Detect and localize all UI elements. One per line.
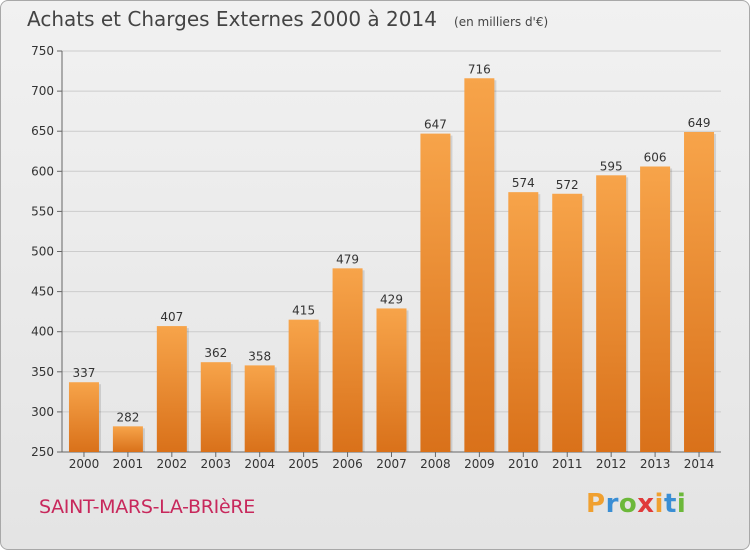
bar (596, 175, 627, 452)
value-label: 595 (600, 159, 623, 173)
x-tick-label: 2014 (684, 457, 715, 471)
x-tick-label: 2007 (376, 457, 407, 471)
logo-letter: i (654, 489, 664, 519)
bar (684, 132, 715, 452)
value-labels: 337 282 407 362 358 415 479 429 647 716 574 572 595 6… (73, 62, 711, 424)
logo-letter: t (663, 489, 677, 519)
proxiti-logo: Proxiti (586, 489, 686, 519)
x-tick-label: 2003 (200, 457, 231, 471)
y-tick-label: 750 (31, 44, 54, 58)
logo-letter: r (605, 489, 619, 519)
y-tick-label: 400 (31, 325, 54, 339)
x-tick-label: 2002 (157, 457, 188, 471)
bar (464, 78, 495, 452)
value-label: 407 (160, 310, 183, 324)
y-tick-label: 250 (31, 445, 54, 459)
value-label: 429 (380, 292, 403, 306)
logo-letter: i (676, 489, 687, 519)
bar (420, 133, 451, 452)
value-label: 415 (292, 304, 315, 318)
y-tick-label: 500 (31, 245, 54, 259)
value-label: 479 (336, 252, 359, 266)
bar (376, 308, 407, 452)
bar (112, 426, 143, 452)
x-tick-label: 2010 (508, 457, 539, 471)
logo-letter: o (618, 489, 638, 519)
value-label: 572 (556, 178, 579, 192)
value-label: 716 (468, 62, 491, 76)
y-tick-label: 300 (31, 405, 54, 419)
value-label: 574 (512, 176, 535, 190)
x-tick-label: 2013 (640, 457, 671, 471)
value-label: 647 (424, 118, 447, 132)
city-name: SAINT-MARS-LA-BRIèRE (39, 496, 255, 518)
x-tick-label: 2001 (113, 457, 144, 471)
x-tick-label: 2000 (69, 457, 100, 471)
x-tick-label: 2005 (288, 457, 319, 471)
value-label: 282 (116, 410, 139, 424)
x-tick-label: 2006 (332, 457, 363, 471)
logo-letter: P (586, 489, 606, 519)
x-tick-label: 2012 (596, 457, 627, 471)
x-tick-label: 2009 (464, 457, 495, 471)
value-label: 362 (204, 346, 227, 360)
bar (332, 268, 363, 452)
x-tick-label: 2008 (420, 457, 451, 471)
bars (68, 78, 717, 453)
y-tick-label: 600 (31, 164, 54, 178)
bar (156, 326, 187, 452)
bar (244, 365, 275, 452)
logo-letter: x (637, 489, 655, 519)
bar (288, 319, 319, 452)
chart-title-block: Achats et Charges Externes 2000 à 2014 (… (27, 7, 548, 31)
x-tick-label: 2011 (552, 457, 583, 471)
y-tick-label: 700 (31, 84, 54, 98)
y-tick-label: 550 (31, 204, 54, 218)
bar (640, 166, 671, 452)
chart-subtitle: (en milliers d'€) (454, 15, 549, 29)
y-tick-label: 350 (31, 365, 54, 379)
value-label: 337 (73, 366, 96, 380)
bar (68, 382, 99, 452)
bar (200, 362, 231, 452)
y-tick-label: 650 (31, 124, 54, 138)
value-label: 649 (688, 116, 711, 130)
bar (508, 192, 539, 453)
value-label: 606 (644, 150, 667, 164)
value-label: 358 (248, 349, 271, 363)
chart-title: Achats et Charges Externes 2000 à 2014 (27, 7, 437, 31)
x-tick-label: 2004 (244, 457, 275, 471)
bar (552, 193, 583, 453)
y-tick-label: 450 (31, 285, 54, 299)
